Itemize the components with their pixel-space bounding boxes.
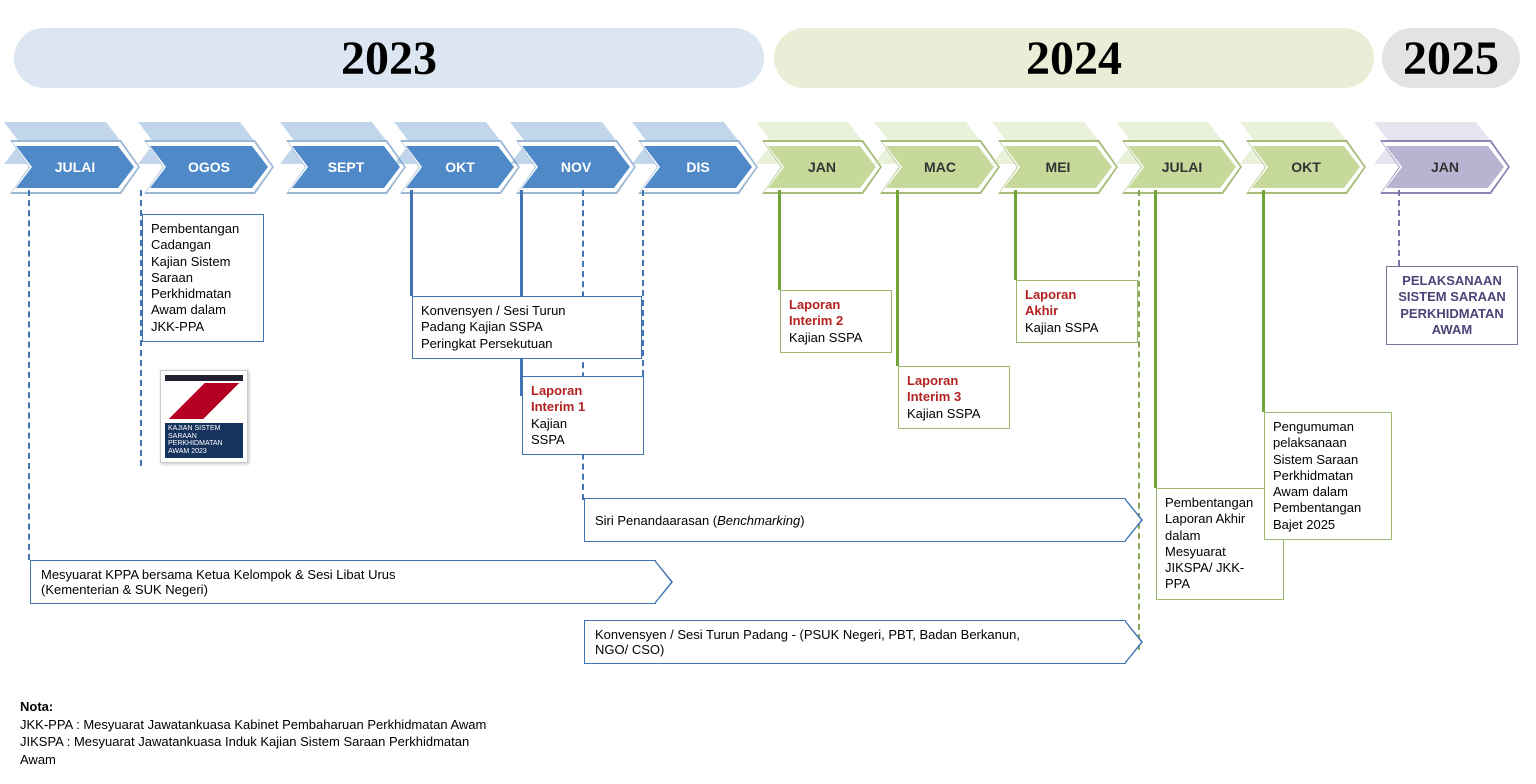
month-label: JAN (1431, 159, 1459, 175)
event-box-8: PELAKSANAANSISTEM SARAANPERKHIDMATANAWAM (1386, 266, 1518, 345)
box-body: Kajian SSPA (907, 406, 1001, 422)
month-label: OKT (1291, 159, 1321, 175)
box-title: LaporanInterim 1 (531, 383, 635, 416)
month-label: MEI (1046, 159, 1071, 175)
event-box-1: Konvensyen / Sesi TurunPadang Kajian SSP… (412, 296, 642, 359)
month-label: JULAI (1162, 159, 1202, 175)
year-label: 2024 (1026, 31, 1122, 86)
connector-line (1138, 190, 1140, 650)
document-thumbnail: KAJIAN SISTEM SARAAN PERKHIDMATAN AWAM 2… (160, 370, 248, 463)
box-body: Konvensyen / Sesi TurunPadang Kajian SSP… (421, 303, 633, 352)
arrow-tip-fill (1125, 622, 1141, 662)
span-arrow-text: Konvensyen / Sesi Turun Padang - (PSUK N… (595, 627, 1020, 657)
box-body: PengumumanpelaksanaanSistem SaraanPerkhi… (1273, 419, 1383, 533)
notes-line: JKK-PPA : Mesyuarat Jawatankuasa Kabinet… (20, 717, 486, 732)
notes-line: JIKSPA : Mesyuarat Jawatankuasa Induk Ka… (20, 734, 469, 749)
connector-line (1262, 190, 1265, 412)
span-arrow-1: Mesyuarat KPPA bersama Ketua Kelompok & … (30, 560, 656, 604)
event-box-0: PembentanganCadanganKajian SistemSaraanP… (142, 214, 264, 342)
box-bold: PELAKSANAANSISTEM SARAANPERKHIDMATANAWAM (1395, 273, 1509, 338)
box-body: Kajian SSPA (789, 330, 883, 346)
doc-caption: KAJIAN SISTEM SARAAN PERKHIDMATAN AWAM 2… (165, 423, 243, 458)
month-sept-2: SEPT (292, 146, 400, 188)
month-julai-0: JULAI (16, 146, 134, 188)
connector-line (896, 190, 899, 366)
month-mac-7: MAC (886, 146, 994, 188)
arrow-tip-fill (655, 562, 671, 602)
connector-line (410, 190, 413, 296)
event-box-5: LaporanAkhirKajian SSPA (1016, 280, 1138, 343)
year-label: 2023 (341, 31, 437, 86)
year-header-2024: 2024 (774, 28, 1374, 88)
connector-line (1154, 190, 1157, 488)
connector-line (642, 190, 644, 376)
month-jan-6: JAN (768, 146, 876, 188)
box-body: PembentanganLaporan AkhirdalamMesyuaratJ… (1165, 495, 1275, 593)
month-label: NOV (561, 159, 591, 175)
month-okt-10: OKT (1252, 146, 1360, 188)
month-dis-5: DIS (644, 146, 752, 188)
connector-line (1398, 190, 1400, 266)
month-label: OKT (445, 159, 475, 175)
connector-line (778, 190, 781, 290)
box-body: PembentanganCadanganKajian SistemSaraanP… (151, 221, 255, 335)
notes-heading: Nota: (20, 699, 53, 714)
notes-line: Awam (20, 752, 56, 767)
box-title: LaporanInterim 3 (907, 373, 1001, 406)
month-label: DIS (686, 159, 709, 175)
event-box-2: LaporanInterim 1KajianSSPA (522, 376, 644, 455)
month-okt-3: OKT (406, 146, 514, 188)
month-label: JAN (808, 159, 836, 175)
event-box-4: LaporanInterim 3Kajian SSPA (898, 366, 1010, 429)
arrow-tip-fill (1125, 500, 1141, 540)
year-label: 2025 (1403, 31, 1499, 86)
span-arrow-text: Siri Penandaarasan (Benchmarking) (595, 513, 805, 528)
span-arrow-2: Konvensyen / Sesi Turun Padang - (PSUK N… (584, 620, 1126, 664)
connector-line (28, 190, 30, 560)
span-arrow-0: Siri Penandaarasan (Benchmarking) (584, 498, 1126, 542)
year-header-2025: 2025 (1382, 28, 1520, 88)
month-label: JULAI (55, 159, 95, 175)
month-nov-4: NOV (522, 146, 630, 188)
box-title: LaporanInterim 2 (789, 297, 883, 330)
month-jan-11: JAN (1386, 146, 1504, 188)
month-mei-8: MEI (1004, 146, 1112, 188)
connector-line (520, 190, 523, 396)
box-body: Kajian SSPA (1025, 320, 1129, 336)
box-body: KajianSSPA (531, 416, 635, 449)
month-ogos-1: OGOS (150, 146, 268, 188)
month-label: SEPT (328, 159, 365, 175)
month-label: MAC (924, 159, 956, 175)
event-box-3: LaporanInterim 2Kajian SSPA (780, 290, 892, 353)
year-header-2023: 2023 (14, 28, 764, 88)
box-title: LaporanAkhir (1025, 287, 1129, 320)
month-label: OGOS (188, 159, 230, 175)
month-julai-9: JULAI (1128, 146, 1236, 188)
footnotes: Nota: JKK-PPA : Mesyuarat Jawatankuasa Ka… (20, 698, 486, 768)
event-box-7: PengumumanpelaksanaanSistem SaraanPerkhi… (1264, 412, 1392, 540)
span-arrow-text: Mesyuarat KPPA bersama Ketua Kelompok & … (41, 567, 396, 597)
connector-line (1014, 190, 1017, 280)
